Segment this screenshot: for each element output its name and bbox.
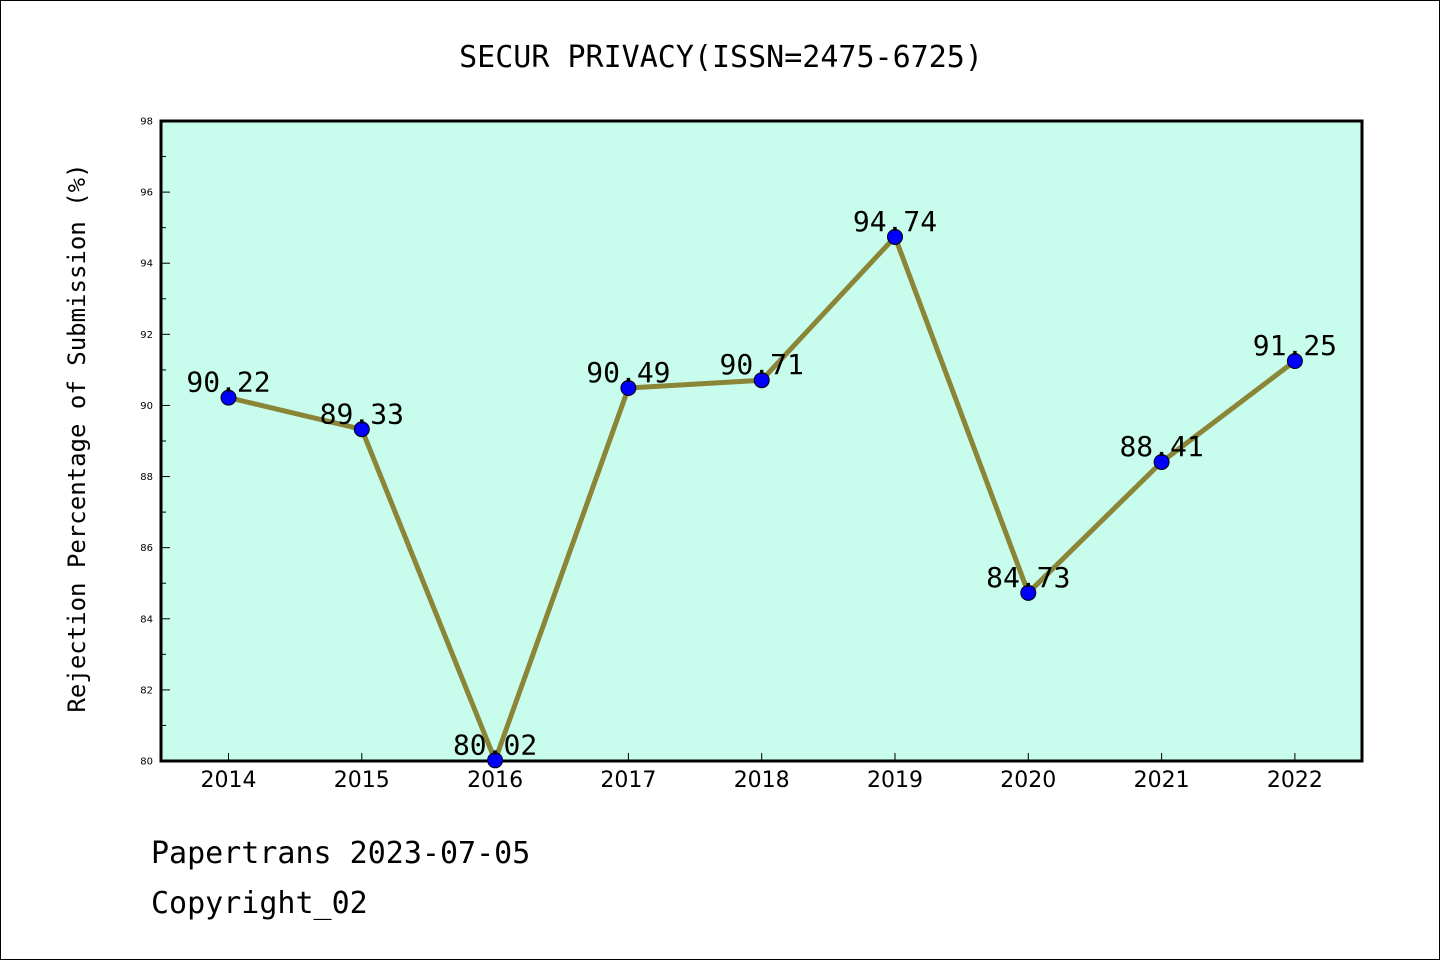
x-tick-label: 2018 [734,768,790,793]
x-tick-label: 2014 [201,768,257,793]
data-label: 90.49 [586,356,670,389]
data-label: 94.74 [853,205,937,238]
y-tick-label: 82 [140,685,153,696]
data-label: 80.02 [453,728,537,761]
x-tick-label: 2021 [1134,768,1190,793]
data-point [753,372,770,389]
x-tick-label: 2015 [334,768,390,793]
x-tick-label: 2017 [600,768,656,793]
footer-date-text: Papertrans 2023-07-05 [151,836,531,871]
data-label: 90.71 [720,348,804,381]
data-point [887,228,903,245]
data-point [620,380,637,397]
data-point [1286,353,1303,369]
y-tick-label: 90 [140,401,153,412]
data-point [1153,453,1170,470]
plot-area [159,119,1364,763]
y-tick-label: 92 [140,330,153,341]
data-label: 89.33 [320,397,404,430]
data-point [1020,584,1037,601]
data-point [487,752,504,769]
x-tick-label: 2019 [867,768,923,793]
data-point [353,421,370,438]
y-tick-label: 84 [140,614,153,625]
y-tick-label: 80 [140,757,153,768]
y-tick-label: 88 [140,472,153,483]
data-labels: 90.22 89.33 80.02 90.49 90.71 94.74 84.73 88.41… [186,205,1337,761]
x-tick-label: 2016 [467,768,523,793]
y-tick-label: 86 [140,543,153,554]
chart-title: SECUR PRIVACY(ISSN=2475-6725) [459,40,983,75]
data-point [220,389,237,406]
x-tick-label: 2020 [1000,768,1056,793]
data-series [220,228,1303,769]
data-label: 90.22 [186,366,270,399]
data-label: 84.73 [986,561,1070,594]
data-label: 91.25 [1253,329,1337,362]
y-tick-label: 96 [140,188,153,199]
footer-copyright-text: Copyright_02 [151,886,368,921]
x-tick-label: 2022 [1267,768,1323,793]
data-label: 88.41 [1119,430,1203,463]
y-tick-label: 94 [140,259,153,270]
y-tick-label: 98 [140,117,153,128]
y-axis-label: Rejection Percentage of Submission (%) [63,163,91,712]
y-axis: 80 82 84 86 88 90 92 94 96 98 [140,117,170,768]
x-axis: 2014 2015 2016 2017 2018 2019 2020 2021 2022 [201,753,1323,793]
